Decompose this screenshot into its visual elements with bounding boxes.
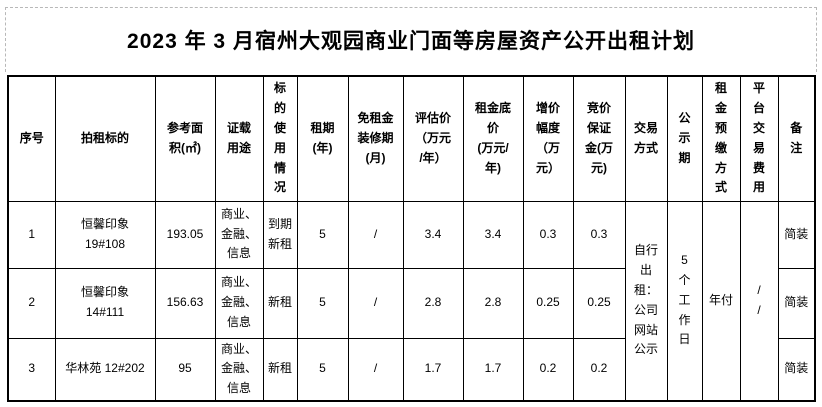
col-header-publicity-period: 公 示 期 [666,75,703,202]
table-cell: 3.4 [462,200,524,269]
table-cell: 商业、 金融、 信息 [214,200,264,269]
col-header-rentfree-period: 免租金 装修期 (月) [347,75,404,202]
table-cell: 0.25 [572,267,626,339]
table-cell: 0.25 [522,267,574,339]
col-header-remarks: 备 注 [777,75,816,202]
table-cell: 1.7 [402,337,464,402]
table-cell: 华林苑 12#202 [54,337,156,402]
table-cell: 恒馨印象 19#108 [54,200,156,269]
table-cell: 5 [296,337,349,402]
table-cell: 新租 [262,337,298,402]
col-header-reference-area: 参考面 积(㎡) [154,75,216,202]
col-header-increment: 增价 幅度 （万 元） [522,75,574,202]
page-title: 2023 年 3 月宿州大观园商业门面等房屋资产公开出租计划 [127,30,695,53]
merged-publicity-period-cell: 5 个 工 作 日 [666,200,703,402]
title-box: 2023 年 3 月宿州大观园商业门面等房屋资产公开出租计划 [5,7,817,72]
table-cell: 5 [296,267,349,339]
table-cell: 5 [296,200,349,269]
table-cell: 商业、 金融、 信息 [214,267,264,339]
table-cell: 1 [7,200,56,269]
col-header-transaction-method: 交易 方式 [624,75,668,202]
table-row: 1 恒馨印象 19#108 193.05 商业、 金融、 信息 到期 新租 5 … [7,200,816,402]
col-header-serial: 序号 [7,75,56,202]
table-cell: 193.05 [154,200,216,269]
table-cell: 1.7 [462,337,524,402]
col-header-rental-target: 拍租标的 [54,75,156,202]
col-header-bid-deposit: 竞价 保证 金(万 元) [572,75,626,202]
table-cell: 恒馨印象 14#111 [54,267,156,339]
table-cell: 2 [7,267,56,339]
table-cell: 3 [7,337,56,402]
rental-plan-table: 序号 拍租标的 参考面 积(㎡) 证载 用途 标 的 使 用 情 况 租期 (年… [7,75,816,402]
table-cell: / [347,267,404,339]
col-header-prepayment-method: 租 金 预 缴 方 式 [701,75,741,202]
table-row: 3 华林苑 12#202 95 商业、 金融、 信息 新租 5 / 1.7 1.… [7,337,816,402]
merged-prepayment-method-cell: 年付 [701,200,741,402]
table-cell: 到期 新租 [262,200,298,269]
table-cell: 95 [154,337,216,402]
remark-cell: 简装 [777,337,816,402]
table-cell: 2.8 [402,267,464,339]
col-header-lease-term: 租期 (年) [296,75,349,202]
table-cell: 0.3 [572,200,626,269]
table-cell: 0.2 [572,337,626,402]
table-cell: 0.2 [522,337,574,402]
col-header-appraisal-price: 评估价 （万元 /年） [402,75,464,202]
table-cell: / [347,337,404,402]
remark-cell: 简装 [777,267,816,339]
table-cell: 商业、 金融、 信息 [214,337,264,402]
table-cell: 3.4 [402,200,464,269]
col-header-certified-use: 证载 用途 [214,75,264,202]
table-cell: / [347,200,404,269]
table-cell: 0.3 [522,200,574,269]
merged-platform-fee-cell: / / [739,200,779,402]
table-cell: 新租 [262,267,298,339]
merged-transaction-method-cell: 自行 出 租： 公司 网站 公示 [624,200,668,402]
remark-cell: 简装 [777,200,816,269]
col-header-base-rent: 租金底 价 (万元/ 年) [462,75,524,202]
header-row: 序号 拍租标的 参考面 积(㎡) 证载 用途 标 的 使 用 情 况 租期 (年… [7,75,816,202]
table-row: 2 恒馨印象 14#111 156.63 商业、 金融、 信息 新租 5 / 2… [7,267,816,339]
col-header-platform-fee: 平 台 交 易 费 用 [739,75,779,202]
col-header-usage-status: 标 的 使 用 情 况 [262,75,298,202]
table-cell: 156.63 [154,267,216,339]
table-cell: 2.8 [462,267,524,339]
